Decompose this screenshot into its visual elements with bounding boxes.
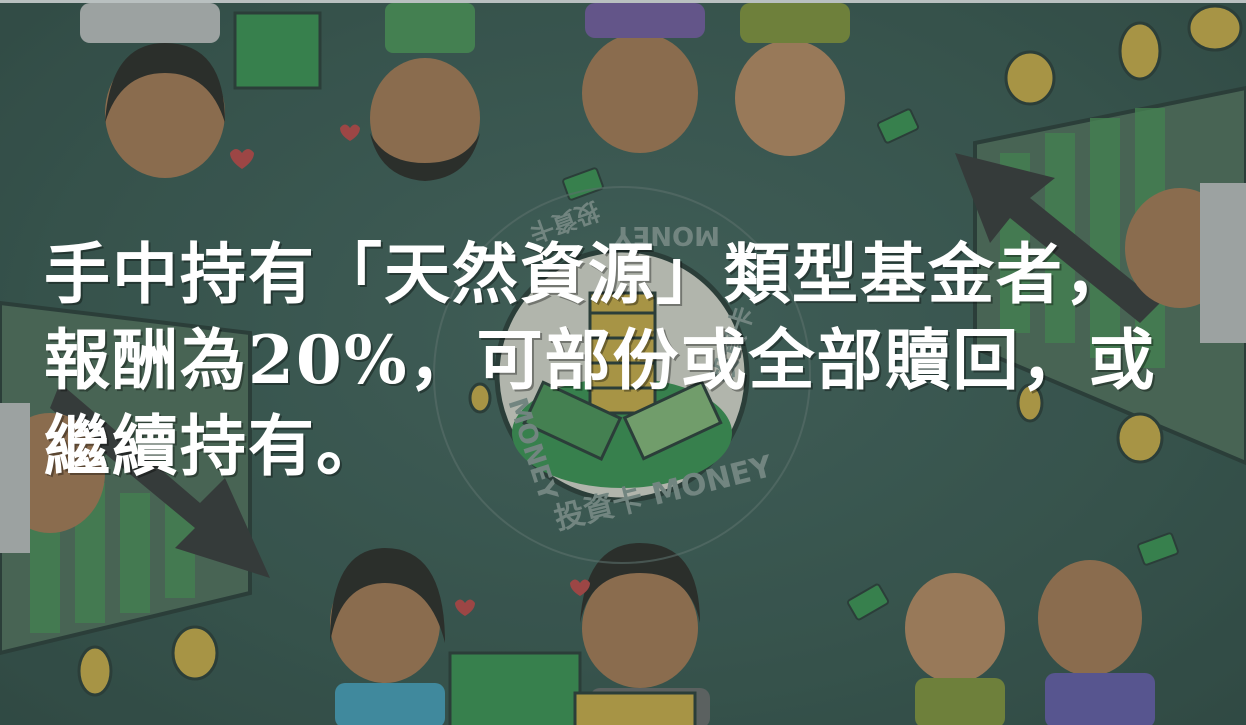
falling-arrow-chart (0, 300, 270, 656)
flying-money-icon (562, 108, 1179, 621)
dim-overlay (0, 3, 1246, 725)
character-top-left (80, 3, 225, 178)
card-illustration: 投資卡 MONEY MONEY 投資卡 MONEY 投資卡 (0, 3, 1246, 725)
card-message: 手中持有「天然資源」類型基金者， 報酬為20%，可部份或全部贖回，或 繼續持有。 (44, 231, 1204, 489)
message-line-2: 報酬為20%，可部份或全部贖回，或 (44, 321, 1157, 399)
character-bottom-left (330, 548, 445, 725)
character-right-edge (1125, 183, 1246, 343)
coin-icon (77, 4, 1243, 697)
investment-card-seal: 投資卡 MONEY MONEY 投資卡 MONEY 投資卡 (433, 186, 811, 564)
character-bottom-right-2 (1038, 560, 1155, 725)
money-stack-icon (233, 11, 697, 725)
message-line-1: 手中持有「天然資源」類型基金者， (44, 235, 1132, 313)
heart-icon (230, 124, 590, 616)
character-top-right-1 (582, 3, 705, 153)
character-top-right-2 (735, 3, 850, 156)
message-line-3: 繼續持有。 (44, 407, 384, 485)
character-top-center (370, 3, 480, 181)
character-bottom-right-1 (905, 573, 1005, 725)
seal-top-text: MONEY (613, 220, 720, 250)
character-left-edge (0, 403, 105, 553)
